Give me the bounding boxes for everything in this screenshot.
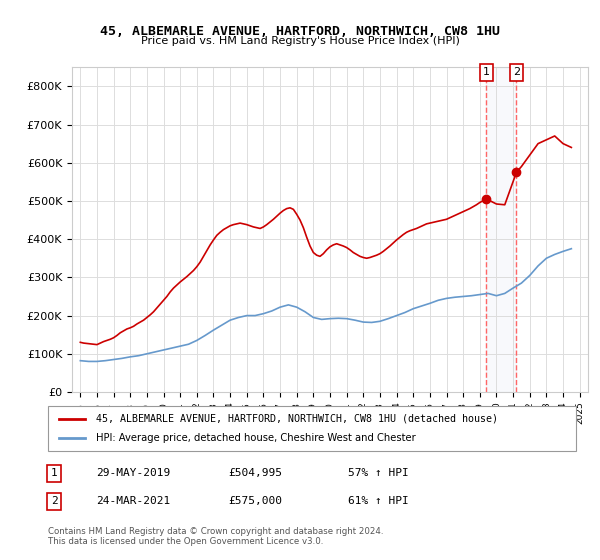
Bar (487, 67, 517, 392)
Text: 24-MAR-2021: 24-MAR-2021 (96, 496, 170, 506)
Text: 1: 1 (483, 67, 490, 77)
Text: Price paid vs. HM Land Registry's House Price Index (HPI): Price paid vs. HM Land Registry's House … (140, 36, 460, 46)
Text: £504,995: £504,995 (228, 468, 282, 478)
Text: Contains HM Land Registry data © Crown copyright and database right 2024.
This d: Contains HM Land Registry data © Crown c… (48, 526, 383, 546)
Text: 45, ALBEMARLE AVENUE, HARTFORD, NORTHWICH, CW8 1HU (detached house): 45, ALBEMARLE AVENUE, HARTFORD, NORTHWIC… (95, 413, 497, 423)
Text: 29-MAY-2019: 29-MAY-2019 (96, 468, 170, 478)
FancyBboxPatch shape (48, 406, 576, 451)
Text: 2: 2 (50, 496, 58, 506)
Text: 1: 1 (50, 468, 58, 478)
Text: HPI: Average price, detached house, Cheshire West and Chester: HPI: Average price, detached house, Ches… (95, 433, 415, 444)
Text: 57% ↑ HPI: 57% ↑ HPI (348, 468, 409, 478)
Text: 2: 2 (513, 67, 520, 77)
Text: 45, ALBEMARLE AVENUE, HARTFORD, NORTHWICH, CW8 1HU: 45, ALBEMARLE AVENUE, HARTFORD, NORTHWIC… (100, 25, 500, 38)
Text: 61% ↑ HPI: 61% ↑ HPI (348, 496, 409, 506)
Text: £575,000: £575,000 (228, 496, 282, 506)
